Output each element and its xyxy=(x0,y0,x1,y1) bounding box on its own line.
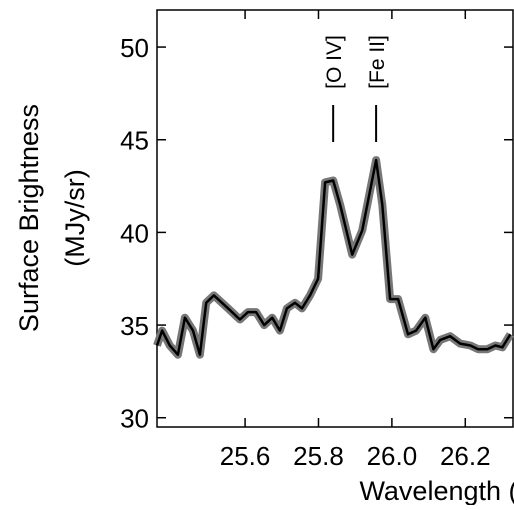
y-tick-label: 45 xyxy=(120,126,149,156)
y-tick-label: 50 xyxy=(120,33,149,63)
annotation: [Fe II] xyxy=(366,35,389,89)
y-tick-label: 30 xyxy=(120,404,149,434)
x-axis-label: Wavelength (μm) xyxy=(359,476,514,505)
y-axis-label: (MJy/sr) xyxy=(60,169,90,266)
plot-frame xyxy=(156,9,514,428)
y-tick-label: 35 xyxy=(120,311,149,341)
error-band xyxy=(153,156,514,359)
x-tick-label: 25.8 xyxy=(293,441,344,471)
y-tick-label: 40 xyxy=(120,218,149,248)
annotation: [O IV] xyxy=(323,35,346,89)
data-line xyxy=(155,158,512,356)
x-tick-label: 26.2 xyxy=(440,441,491,471)
y-axis-label: Surface Brightness xyxy=(14,104,44,332)
x-tick-label: 26.0 xyxy=(367,441,418,471)
x-tick-label: 25.6 xyxy=(220,441,271,471)
